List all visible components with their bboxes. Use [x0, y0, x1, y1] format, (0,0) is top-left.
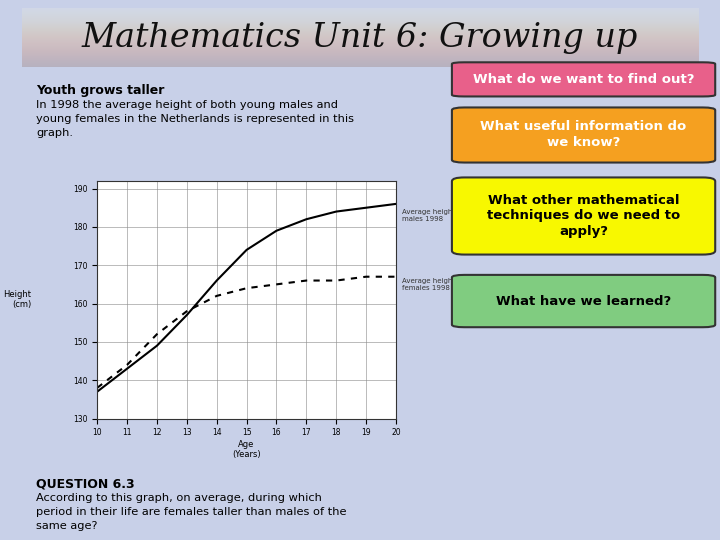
- Text: What do we want to find out?: What do we want to find out?: [473, 73, 694, 86]
- Text: QUESTION 6.3: QUESTION 6.3: [36, 478, 135, 491]
- Text: What have we learned?: What have we learned?: [496, 294, 671, 308]
- Text: In 1998 the average height of both young males and
young females in the Netherla: In 1998 the average height of both young…: [36, 100, 354, 138]
- X-axis label: Age
(Years): Age (Years): [233, 440, 261, 460]
- FancyBboxPatch shape: [452, 178, 715, 254]
- Text: What useful information do
we know?: What useful information do we know?: [480, 120, 687, 150]
- Text: Average height of young
females 1998: Average height of young females 1998: [402, 278, 488, 291]
- FancyBboxPatch shape: [452, 62, 715, 97]
- FancyBboxPatch shape: [452, 275, 715, 327]
- Y-axis label: Height
(cm): Height (cm): [4, 290, 32, 309]
- Text: According to this graph, on average, during which
period in their life are femal: According to this graph, on average, dur…: [36, 493, 346, 531]
- Text: What other mathematical
techniques do we need to
apply?: What other mathematical techniques do we…: [487, 193, 680, 239]
- FancyBboxPatch shape: [452, 107, 715, 163]
- Text: Youth grows taller: Youth grows taller: [36, 84, 164, 97]
- Text: Mathematics Unit 6: Growing up: Mathematics Unit 6: Growing up: [82, 22, 638, 54]
- Text: Average height of young
males 1998: Average height of young males 1998: [402, 210, 488, 222]
